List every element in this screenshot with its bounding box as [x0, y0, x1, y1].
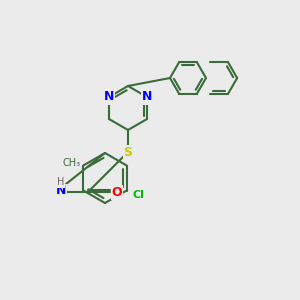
Text: CH₃: CH₃	[62, 158, 80, 169]
Text: N: N	[142, 91, 152, 103]
Text: S: S	[124, 146, 133, 158]
Text: N: N	[104, 91, 114, 103]
Text: Cl: Cl	[133, 190, 145, 200]
Text: N: N	[56, 184, 66, 197]
Text: O: O	[112, 185, 122, 199]
Text: H: H	[57, 177, 65, 187]
